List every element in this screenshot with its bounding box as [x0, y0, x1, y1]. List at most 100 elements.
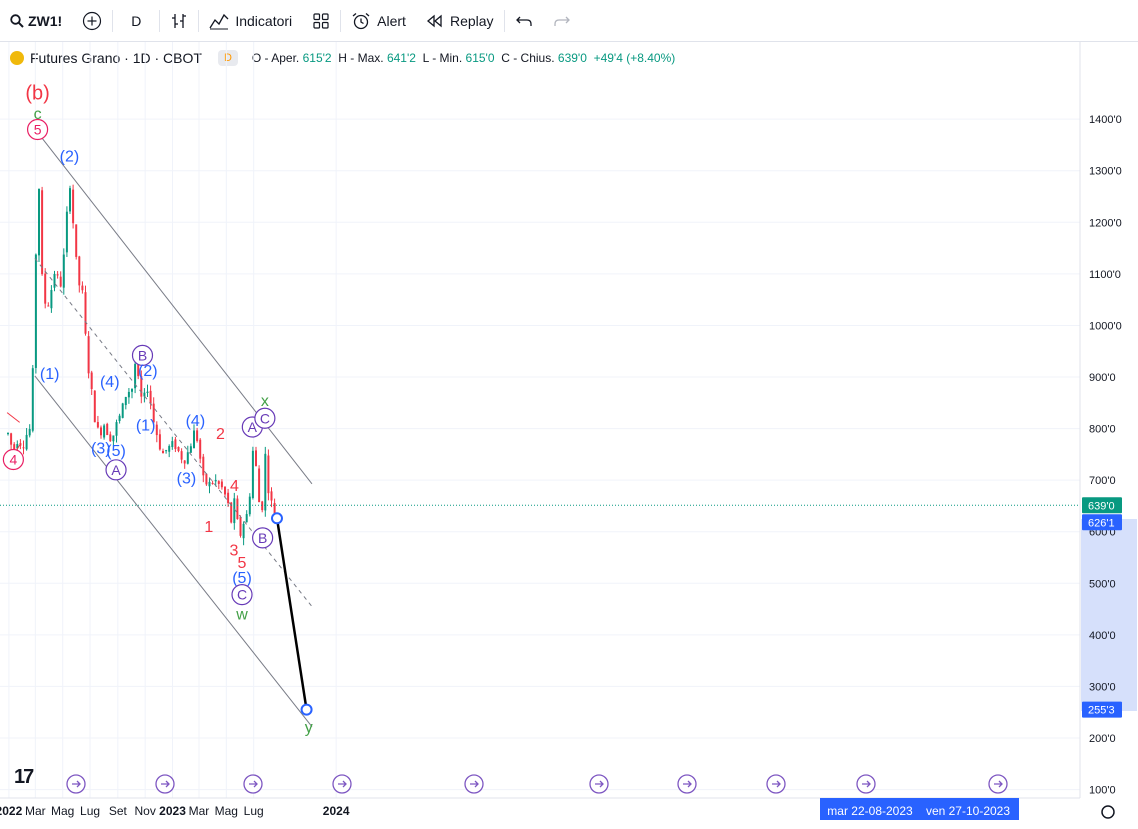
wave-label: 4 — [230, 478, 239, 495]
candle-body — [69, 188, 71, 212]
candle-body — [56, 274, 59, 276]
price-tick-label: 1200'0 — [1089, 217, 1122, 229]
candle-body — [134, 364, 137, 389]
jump-arrow-icon — [66, 774, 86, 794]
candle-body — [199, 439, 202, 459]
wave-label: c — [34, 106, 42, 123]
price-tick-label: 1100'0 — [1089, 269, 1121, 281]
time-tick-label: Mag — [215, 804, 238, 818]
wave-label-circle — [105, 459, 127, 481]
wave-label: (5) — [106, 443, 126, 460]
price-tick-label: 900'0 — [1089, 372, 1116, 384]
instrument-name: Futures Grano · 1D · CBOT — [30, 50, 202, 66]
wave-label: C — [260, 410, 270, 426]
interval-button[interactable]: D — [113, 0, 159, 41]
candle-body — [81, 285, 84, 291]
projection-line — [275, 518, 308, 710]
candle-body — [109, 434, 112, 442]
wave-label-circle — [26, 118, 49, 141]
wave-label: B — [138, 347, 147, 363]
chart-type-button[interactable] — [160, 0, 198, 41]
candle-body — [264, 453, 267, 511]
candle-body — [115, 422, 118, 436]
candle-body — [112, 435, 115, 442]
price-label-bg — [1082, 497, 1122, 514]
wave-label: A — [111, 462, 121, 478]
layout-grid-icon — [313, 12, 329, 29]
price-tick-label: 300'0 — [1089, 681, 1116, 693]
candle-body — [273, 503, 276, 514]
symbol-search[interactable]: ZW1! — [0, 0, 72, 41]
price-label-text: 626'1 — [1088, 517, 1115, 529]
open-label: O - Aper. — [251, 51, 300, 65]
candle-body — [31, 368, 34, 431]
price-tick-label: 700'0 — [1089, 475, 1116, 487]
undo-button[interactable] — [505, 0, 543, 41]
wave-label: 4 — [9, 452, 17, 468]
candle-body — [211, 483, 214, 485]
candle-body — [155, 424, 158, 436]
scale-mode-select[interactable]: BUA ⌄ — [1084, 74, 1131, 98]
drawing-lines — [0, 133, 1080, 727]
time-tick-label: Lug — [244, 804, 264, 818]
wave-label-circle — [131, 344, 154, 366]
wave-label: C — [237, 587, 247, 603]
top-toolbar: ZW1! D Indicatori Alert Replay — [0, 0, 1138, 42]
arrow-right-icon — [249, 780, 258, 788]
time-tick-label: Mar — [189, 804, 210, 818]
low-value: 615'0 — [465, 51, 495, 65]
indicators-icon — [209, 13, 229, 30]
price-tick-label: 1300'0 — [1089, 166, 1122, 178]
compare-button[interactable] — [72, 0, 112, 41]
candle-body — [103, 425, 106, 438]
high-label: H - Max. — [338, 51, 384, 65]
currency-unit-select[interactable]: USX ⌄ — [1084, 49, 1131, 73]
candle-body — [230, 502, 233, 523]
chevron-down-icon: ⌄ — [1115, 80, 1125, 93]
candle-body — [96, 422, 99, 428]
candle-body — [158, 434, 161, 450]
candle-body — [87, 336, 90, 374]
candle-body — [25, 434, 28, 450]
candle-body — [168, 446, 171, 452]
price-label-text: 639'0 — [1088, 500, 1115, 512]
candle-body — [208, 481, 211, 487]
candle-body — [34, 254, 37, 368]
alert-button[interactable]: Alert — [341, 0, 416, 41]
wave-label-circle — [252, 527, 274, 549]
candle-body — [233, 498, 236, 524]
price-tick-label: 1400'0 — [1089, 114, 1122, 126]
indicators-button[interactable]: Indicatori — [199, 0, 302, 41]
candle-body — [248, 496, 251, 515]
candle-body — [220, 481, 223, 488]
layouts-button[interactable] — [302, 0, 340, 41]
candle-body — [202, 456, 205, 476]
price-tick-label: 600'0 — [1089, 527, 1116, 539]
candle-body — [7, 433, 9, 435]
candle-body — [121, 403, 124, 418]
low-label: L - Min. — [422, 51, 463, 65]
candle-body — [140, 376, 143, 397]
candle-body — [84, 292, 87, 334]
time-highlight-end: ven 27-10-2023 — [926, 804, 1010, 818]
price-tick-label: 200'0 — [1089, 733, 1116, 745]
time-tick-label: Set — [109, 804, 128, 818]
redo-icon — [553, 16, 570, 26]
wave-label: (4) — [186, 413, 206, 430]
candle-body — [62, 254, 65, 288]
candle-body — [16, 444, 19, 449]
candle-body — [261, 501, 264, 511]
wave-label: B — [258, 530, 267, 546]
jump-arrow-icon — [464, 774, 484, 794]
price-tick-label: 800'0 — [1089, 424, 1116, 436]
navigation-arrows — [66, 774, 1008, 794]
redo-button[interactable] — [543, 0, 581, 41]
wave-label: (b) — [25, 82, 49, 104]
wave-label: y — [305, 720, 313, 737]
projection-point — [270, 512, 283, 525]
candle-body — [171, 441, 174, 448]
replay-button[interactable]: Replay — [416, 0, 504, 41]
wave-label: 5 — [34, 121, 42, 137]
indicators-label: Indicatori — [235, 12, 293, 29]
